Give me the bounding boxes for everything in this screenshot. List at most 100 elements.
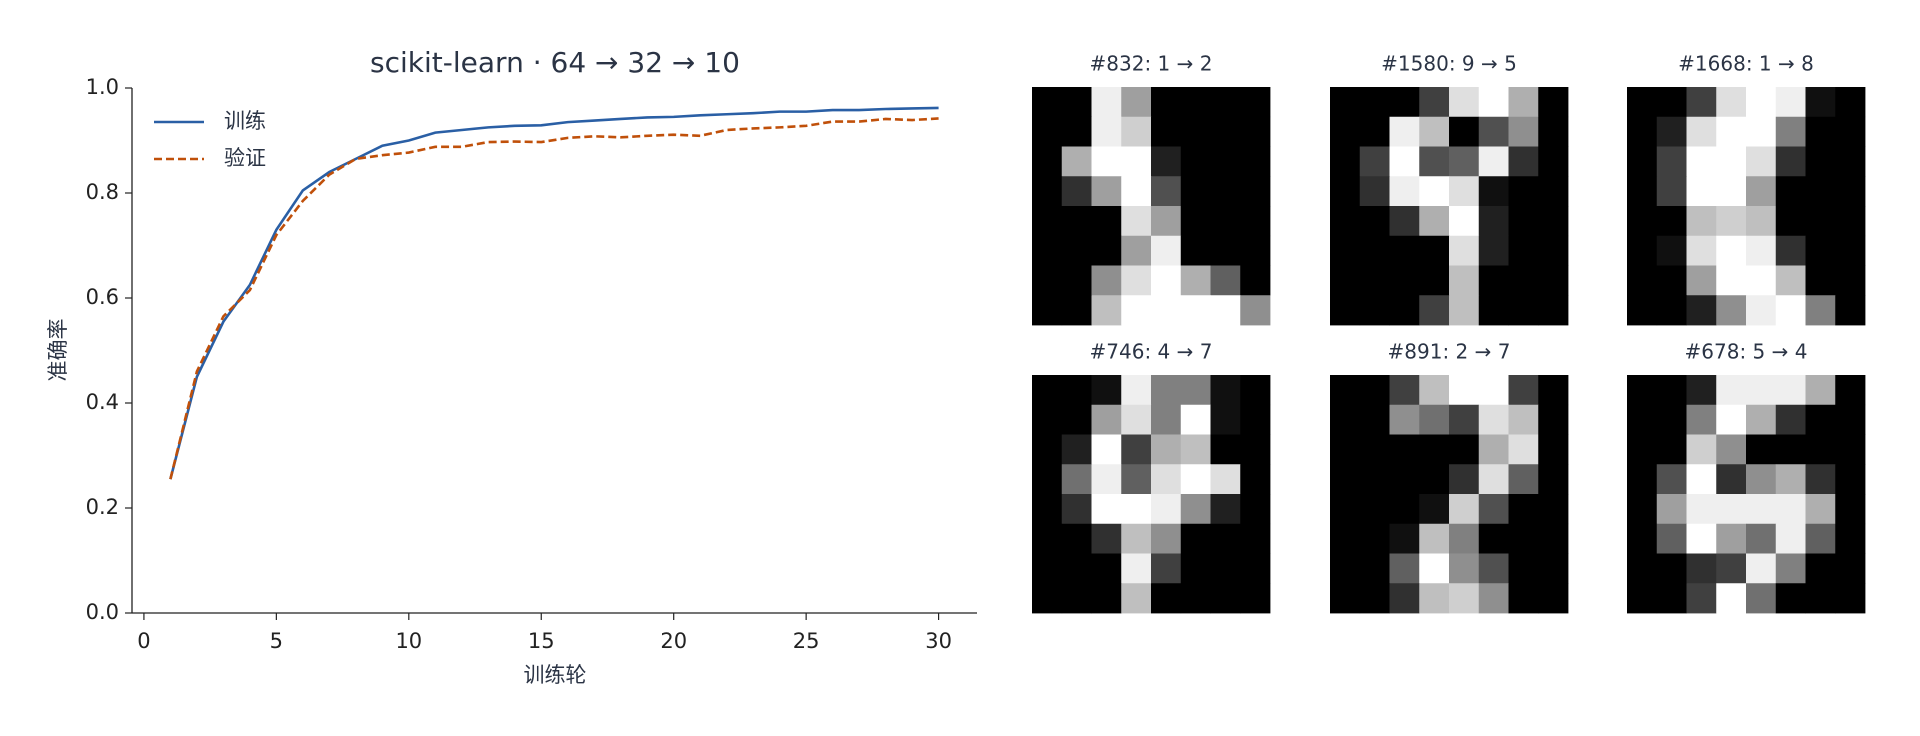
pixel-cell	[1032, 206, 1063, 237]
pixel-cell	[1091, 434, 1122, 465]
pixel-cell	[1746, 235, 1777, 266]
pixel-cell	[1359, 146, 1390, 177]
pixel-cell	[1180, 295, 1211, 326]
pixel-cell	[1686, 375, 1717, 406]
pixel-cell	[1061, 235, 1092, 266]
pixel-cell	[1180, 146, 1211, 177]
pixel-cell	[1835, 404, 1866, 435]
pixel-cell	[1091, 375, 1122, 406]
pixel-cell	[1478, 206, 1509, 237]
pixel-cell	[1656, 295, 1687, 326]
pixel-cell	[1240, 176, 1271, 207]
pixel-cell	[1449, 583, 1480, 614]
pixel-cell	[1508, 494, 1539, 525]
pixel-cell	[1478, 295, 1509, 326]
pixel-cell	[1151, 146, 1182, 177]
pixel-cell	[1805, 404, 1836, 435]
pixel-cell	[1538, 265, 1569, 296]
pixel-cell	[1419, 583, 1450, 614]
pixel-cell	[1061, 116, 1092, 147]
pixel-cell	[1835, 265, 1866, 296]
pixel-cell	[1240, 553, 1271, 584]
pixel-cell	[1210, 583, 1241, 614]
pixel-cell	[1478, 523, 1509, 554]
pixel-cell	[1032, 116, 1063, 147]
pixel-cell	[1240, 375, 1271, 406]
pixel-cell	[1359, 494, 1390, 525]
pixel-cell	[1627, 265, 1658, 296]
pixel-cell	[1478, 146, 1509, 177]
pixel-cell	[1359, 116, 1390, 147]
pixel-cell	[1835, 176, 1866, 207]
pixel-cell	[1389, 404, 1420, 435]
pixel-cell	[1656, 404, 1687, 435]
pixel-cell	[1180, 116, 1211, 147]
pixel-cell	[1805, 553, 1836, 584]
pixel-cell	[1419, 87, 1450, 118]
pixel-cell	[1180, 494, 1211, 525]
pixel-cell	[1686, 87, 1717, 118]
pixel-cell	[1359, 434, 1390, 465]
pixel-cell	[1686, 404, 1717, 435]
pixel-cell	[1419, 206, 1450, 237]
pixel-cell	[1032, 434, 1063, 465]
pixel-cell	[1627, 434, 1658, 465]
pixel-cell	[1686, 295, 1717, 326]
pixel-cell	[1091, 494, 1122, 525]
pixel-cell	[1775, 583, 1806, 614]
chart-title: scikit-learn · 64 → 32 → 10	[370, 46, 740, 79]
pixel-cell	[1359, 265, 1390, 296]
pixel-cell	[1716, 434, 1747, 465]
pixel-cell	[1389, 295, 1420, 326]
pixel-cell	[1538, 206, 1569, 237]
pixel-cell	[1508, 87, 1539, 118]
pixel-cell	[1775, 404, 1806, 435]
pixel-cell	[1359, 87, 1390, 118]
pixel-cell	[1656, 494, 1687, 525]
pixel-cell	[1240, 464, 1271, 495]
pixel-cell	[1656, 553, 1687, 584]
x-tick-label: 0	[137, 629, 150, 653]
pixel-cell	[1389, 434, 1420, 465]
pixel-cell	[1686, 176, 1717, 207]
pixel-cell	[1835, 553, 1866, 584]
pixel-cell	[1389, 116, 1420, 147]
pixel-cell	[1359, 583, 1390, 614]
pixel-cell	[1627, 87, 1658, 118]
pixel-cell	[1656, 523, 1687, 554]
pixel-cell	[1686, 464, 1717, 495]
pixel-cell	[1746, 265, 1777, 296]
pixel-cell	[1716, 87, 1747, 118]
pixel-cell	[1805, 206, 1836, 237]
pixel-cell	[1449, 553, 1480, 584]
pixel-cell	[1656, 146, 1687, 177]
pixel-cell	[1686, 553, 1717, 584]
pixel-cell	[1449, 494, 1480, 525]
pixel-cell	[1449, 295, 1480, 326]
pixel-cell	[1151, 523, 1182, 554]
pixel-cell	[1091, 235, 1122, 266]
pixel-cell	[1508, 206, 1539, 237]
pixel-cell	[1835, 116, 1866, 147]
pixel-cell	[1180, 404, 1211, 435]
pixel-cell	[1627, 404, 1658, 435]
pixel-cell	[1805, 295, 1836, 326]
subplot-title: #678: 5 → 4	[1685, 340, 1808, 364]
pixel-cell	[1805, 235, 1836, 266]
pixel-cell	[1835, 375, 1866, 406]
pixel-cell	[1805, 523, 1836, 554]
pixel-cell	[1061, 523, 1092, 554]
pixel-cell	[1061, 176, 1092, 207]
pixel-cell	[1449, 265, 1480, 296]
pixel-cell	[1449, 87, 1480, 118]
pixel-cell	[1151, 553, 1182, 584]
pixel-cell	[1061, 206, 1092, 237]
pixel-cell	[1686, 265, 1717, 296]
pixel-cell	[1478, 494, 1509, 525]
pixel-cell	[1240, 523, 1271, 554]
pixel-cell	[1627, 523, 1658, 554]
pixel-cell	[1121, 404, 1152, 435]
pixel-cell	[1686, 206, 1717, 237]
pixel-cell	[1686, 235, 1717, 266]
pixel-cell	[1805, 87, 1836, 118]
